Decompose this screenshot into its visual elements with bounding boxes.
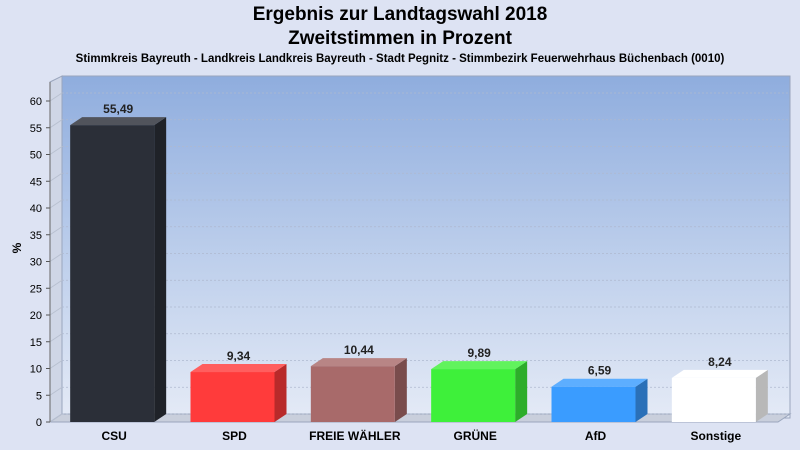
bar-value-label: 9,89 — [467, 346, 491, 360]
plot-background — [61, 75, 791, 419]
grid-line-diag — [49, 279, 63, 289]
bar — [310, 366, 395, 422]
grid-line-diag — [49, 333, 63, 343]
bar-value-label: 6,59 — [588, 364, 612, 378]
bar-grüne: 9,89 — [431, 346, 528, 422]
x-tick-label: SPD — [222, 429, 247, 443]
x-tick-label: AfD — [585, 429, 607, 443]
bar-csu: 55,49 — [70, 102, 167, 422]
chart-subtitle: Zweitstimmen in Prozent — [288, 28, 512, 49]
grid-line-diag — [49, 360, 63, 369]
plot-side-wall — [49, 75, 63, 423]
chart-title: Ergebnis zur Landtagswahl 2018 — [252, 4, 548, 25]
bar-sonstige: 8,24 — [671, 355, 768, 422]
x-tick-label: GRÜNE — [453, 428, 496, 443]
y-tick-label: 0 — [36, 417, 42, 429]
bar-top — [671, 369, 768, 378]
grid-line-diag — [49, 172, 63, 182]
y-tick-label: 5 — [36, 390, 42, 402]
bar-value-label: 9,34 — [227, 349, 251, 363]
x-tick-label: CSU — [101, 429, 126, 443]
y-tick-label: 50 — [30, 150, 42, 162]
grid-line-diag — [49, 413, 63, 423]
grid-line-diag — [49, 306, 63, 316]
bar-side — [755, 369, 768, 422]
y-tick-label: 60 — [30, 96, 42, 108]
y-tick-label: 15 — [30, 337, 42, 349]
bar-top — [310, 358, 407, 367]
bar-value-label: 10,44 — [344, 343, 374, 357]
bar-side — [635, 378, 648, 422]
grid-line-diag — [49, 92, 63, 102]
bar-value-label: 55,49 — [103, 102, 133, 116]
bar-spd: 9,34 — [190, 349, 287, 422]
bar-freie-wähler: 10,44 — [310, 343, 407, 422]
y-tick-label: 45 — [30, 176, 42, 188]
y-tick-label: 20 — [30, 310, 42, 322]
bar-top — [190, 364, 287, 373]
x-tick-label: Sonstige — [690, 429, 741, 443]
grid-line-diag — [49, 119, 63, 129]
grid-lines — [49, 92, 790, 423]
y-tick-label: 35 — [30, 230, 42, 242]
grid-line-diag — [49, 386, 63, 396]
bar — [551, 386, 636, 422]
bar-side — [515, 361, 528, 422]
bar — [190, 372, 275, 422]
x-tick-label: FREIE WÄHLER — [309, 428, 401, 443]
y-axis-label: % — [10, 242, 24, 253]
bar-side — [394, 358, 407, 422]
bar-side — [274, 364, 287, 422]
y-tick-label: 30 — [30, 257, 42, 269]
bar — [431, 369, 516, 422]
y-axis: 0 5 10 15 20 25 30 35 40 45 50 55 60 — [30, 82, 51, 429]
grid-line-diag — [49, 146, 63, 155]
bar-side — [154, 117, 167, 422]
y-tick-label: 10 — [30, 364, 42, 376]
bar-top — [431, 361, 528, 370]
grid-line-diag — [49, 226, 63, 236]
x-axis: CSU SPD FREIE WÄHLER GRÜNE AfD Sonstige — [101, 428, 741, 443]
y-tick-label: 40 — [30, 203, 42, 215]
y-tick-label: 25 — [30, 283, 42, 295]
bar — [671, 377, 756, 422]
bar-top — [70, 117, 167, 126]
grid-line-diag — [49, 253, 63, 262]
bars-group: 55,49 9,34 10,44 9,89 6,59 8,24 — [70, 102, 768, 422]
bar-top — [551, 378, 648, 387]
bar — [70, 125, 155, 422]
bar-afd: 6,59 — [551, 364, 648, 422]
chart-caption: Stimmkreis Bayreuth - Landkreis Landkrei… — [75, 53, 725, 65]
y-tick-label: 55 — [30, 123, 42, 135]
bar-value-label: 8,24 — [708, 355, 732, 369]
grid-line-diag — [49, 199, 63, 209]
